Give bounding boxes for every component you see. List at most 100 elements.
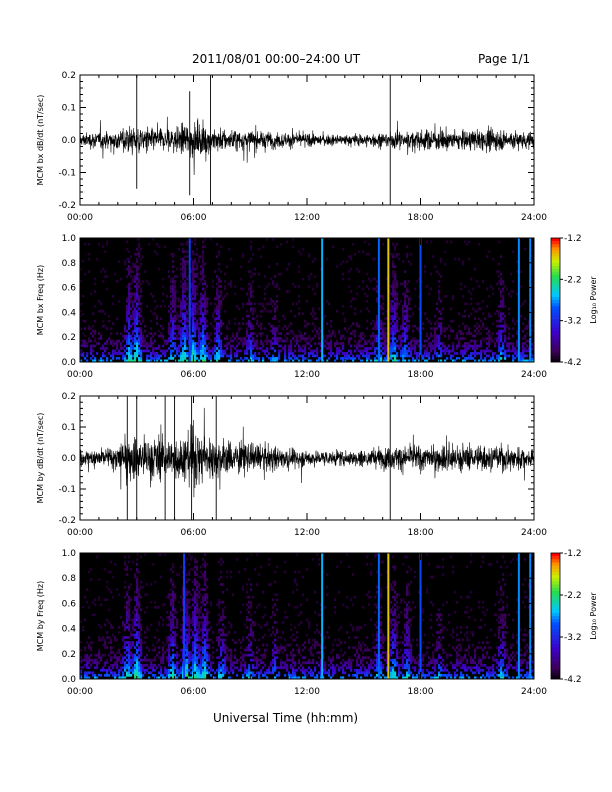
spectrogram-cell — [130, 359, 133, 363]
spectrogram-cell — [200, 671, 203, 675]
spectrogram-cell — [210, 238, 213, 241]
spectrogram-cell — [216, 327, 219, 330]
spectrogram-cell — [396, 344, 399, 348]
spectrogram-cell — [280, 666, 283, 670]
spectrogram-cell — [198, 590, 201, 594]
spectrogram-cell — [126, 626, 129, 629]
spectrogram-cell — [170, 610, 173, 614]
spectrogram-cell — [196, 638, 199, 642]
spectrogram-cell — [394, 354, 397, 358]
spectrogram-cell — [176, 334, 179, 338]
spectrogram-cell — [402, 304, 405, 308]
spectrogram-cell — [130, 641, 133, 644]
spectrogram-cell — [310, 359, 313, 363]
spectrogram-cell — [116, 588, 119, 591]
spectrogram-cell — [184, 327, 187, 330]
spectrogram-cell — [204, 598, 207, 602]
spectrogram-cell — [190, 314, 193, 318]
spectrogram-cell — [406, 287, 409, 291]
spectrogram-cell — [194, 290, 197, 293]
spectrogram-cell — [138, 661, 141, 665]
spectrogram-cell — [398, 337, 401, 340]
spectrogram-cell — [408, 319, 411, 323]
spectrogram-cell — [302, 337, 305, 340]
spectrogram-cell — [508, 292, 511, 296]
spectrogram-cell — [440, 322, 443, 325]
spectrogram-cell — [236, 349, 239, 353]
spectrogram-cell — [496, 337, 499, 340]
spectrogram-cell — [200, 334, 203, 338]
spectrogram-cell — [184, 347, 187, 350]
spectrogram-cell — [390, 252, 393, 256]
spectrogram-cell — [362, 287, 365, 291]
spectrogram-cell — [182, 307, 185, 311]
spectrogram-cell — [374, 339, 377, 343]
spectrogram-cell — [282, 621, 285, 624]
spectrogram-cell — [162, 292, 165, 296]
spectrogram-cell — [90, 671, 93, 675]
spectrogram-cell — [174, 595, 177, 599]
spectrogram-cell — [284, 339, 287, 343]
spectrogram-cell — [242, 676, 245, 680]
spectrogram-cell — [146, 304, 149, 308]
spectrogram-cell — [362, 354, 365, 358]
spectrogram-cell — [128, 555, 131, 559]
spectrogram-cell — [330, 354, 333, 358]
spectrogram-cell — [364, 347, 367, 350]
y-tick-label: 0.1 — [62, 104, 76, 114]
spectrogram-cell — [224, 344, 227, 348]
spectrogram-cell — [270, 671, 273, 675]
spectrogram-cell — [188, 631, 191, 634]
spectrogram-cell — [80, 309, 83, 313]
spectrogram-cell — [192, 588, 195, 591]
spectrogram-cell — [258, 658, 261, 662]
spectrogram-cell — [196, 287, 199, 291]
spectrogram-cell — [144, 270, 147, 273]
spectrogram-cell — [514, 349, 517, 353]
spectrogram-cell — [126, 636, 129, 639]
spectrogram-cell — [514, 347, 517, 350]
spectrogram-cell — [202, 260, 205, 263]
spectrogram-cell — [152, 673, 155, 677]
spectrogram-cell — [412, 339, 415, 343]
spectrogram-cell — [464, 349, 467, 353]
spectrogram-cell — [214, 339, 217, 343]
spectrogram-cell — [140, 595, 143, 599]
spectrogram-cell — [130, 651, 133, 654]
spectrogram-cell — [154, 300, 157, 303]
spectrogram-cell — [198, 668, 201, 672]
spectrogram-cell — [202, 339, 205, 343]
spectrogram-cell — [170, 357, 173, 360]
spectrogram-cell — [192, 623, 195, 627]
spectrogram-cell — [528, 349, 531, 353]
spectrogram-cell — [200, 357, 203, 360]
spectrogram-cell — [80, 673, 83, 677]
spectrogram-cell — [184, 290, 187, 293]
spectrogram-cell — [308, 277, 311, 281]
x-tick-label: 18:00 — [408, 213, 434, 223]
spectrogram-cell — [262, 590, 265, 594]
spectrogram-cell — [172, 673, 175, 677]
spectrogram-cell — [392, 272, 395, 276]
spectrogram-cell — [242, 653, 245, 657]
spectrogram-cell — [168, 309, 171, 313]
spectrogram-cell — [316, 317, 319, 321]
spectrogram-cell — [206, 616, 209, 619]
spectrogram-cell — [124, 676, 127, 680]
spectrogram-cell — [132, 347, 135, 350]
spectrogram-cell — [102, 280, 105, 283]
spectrogram-cell — [186, 324, 189, 328]
spectrogram-cell — [396, 307, 399, 311]
spectrogram-cell — [230, 349, 233, 353]
spectrogram-cell — [198, 631, 201, 634]
spectrogram-cell — [128, 290, 131, 293]
spectrogram-cell — [198, 304, 201, 308]
spectrogram-cell — [216, 297, 219, 301]
spectrogram-cell — [204, 641, 207, 644]
spectrogram-cell — [96, 663, 99, 667]
spectrogram-cell — [206, 656, 209, 660]
spectrogram-cell — [302, 344, 305, 348]
spectrogram-cell — [390, 307, 393, 311]
spectrogram-cell — [396, 252, 399, 256]
spectrogram-cell — [250, 247, 253, 251]
